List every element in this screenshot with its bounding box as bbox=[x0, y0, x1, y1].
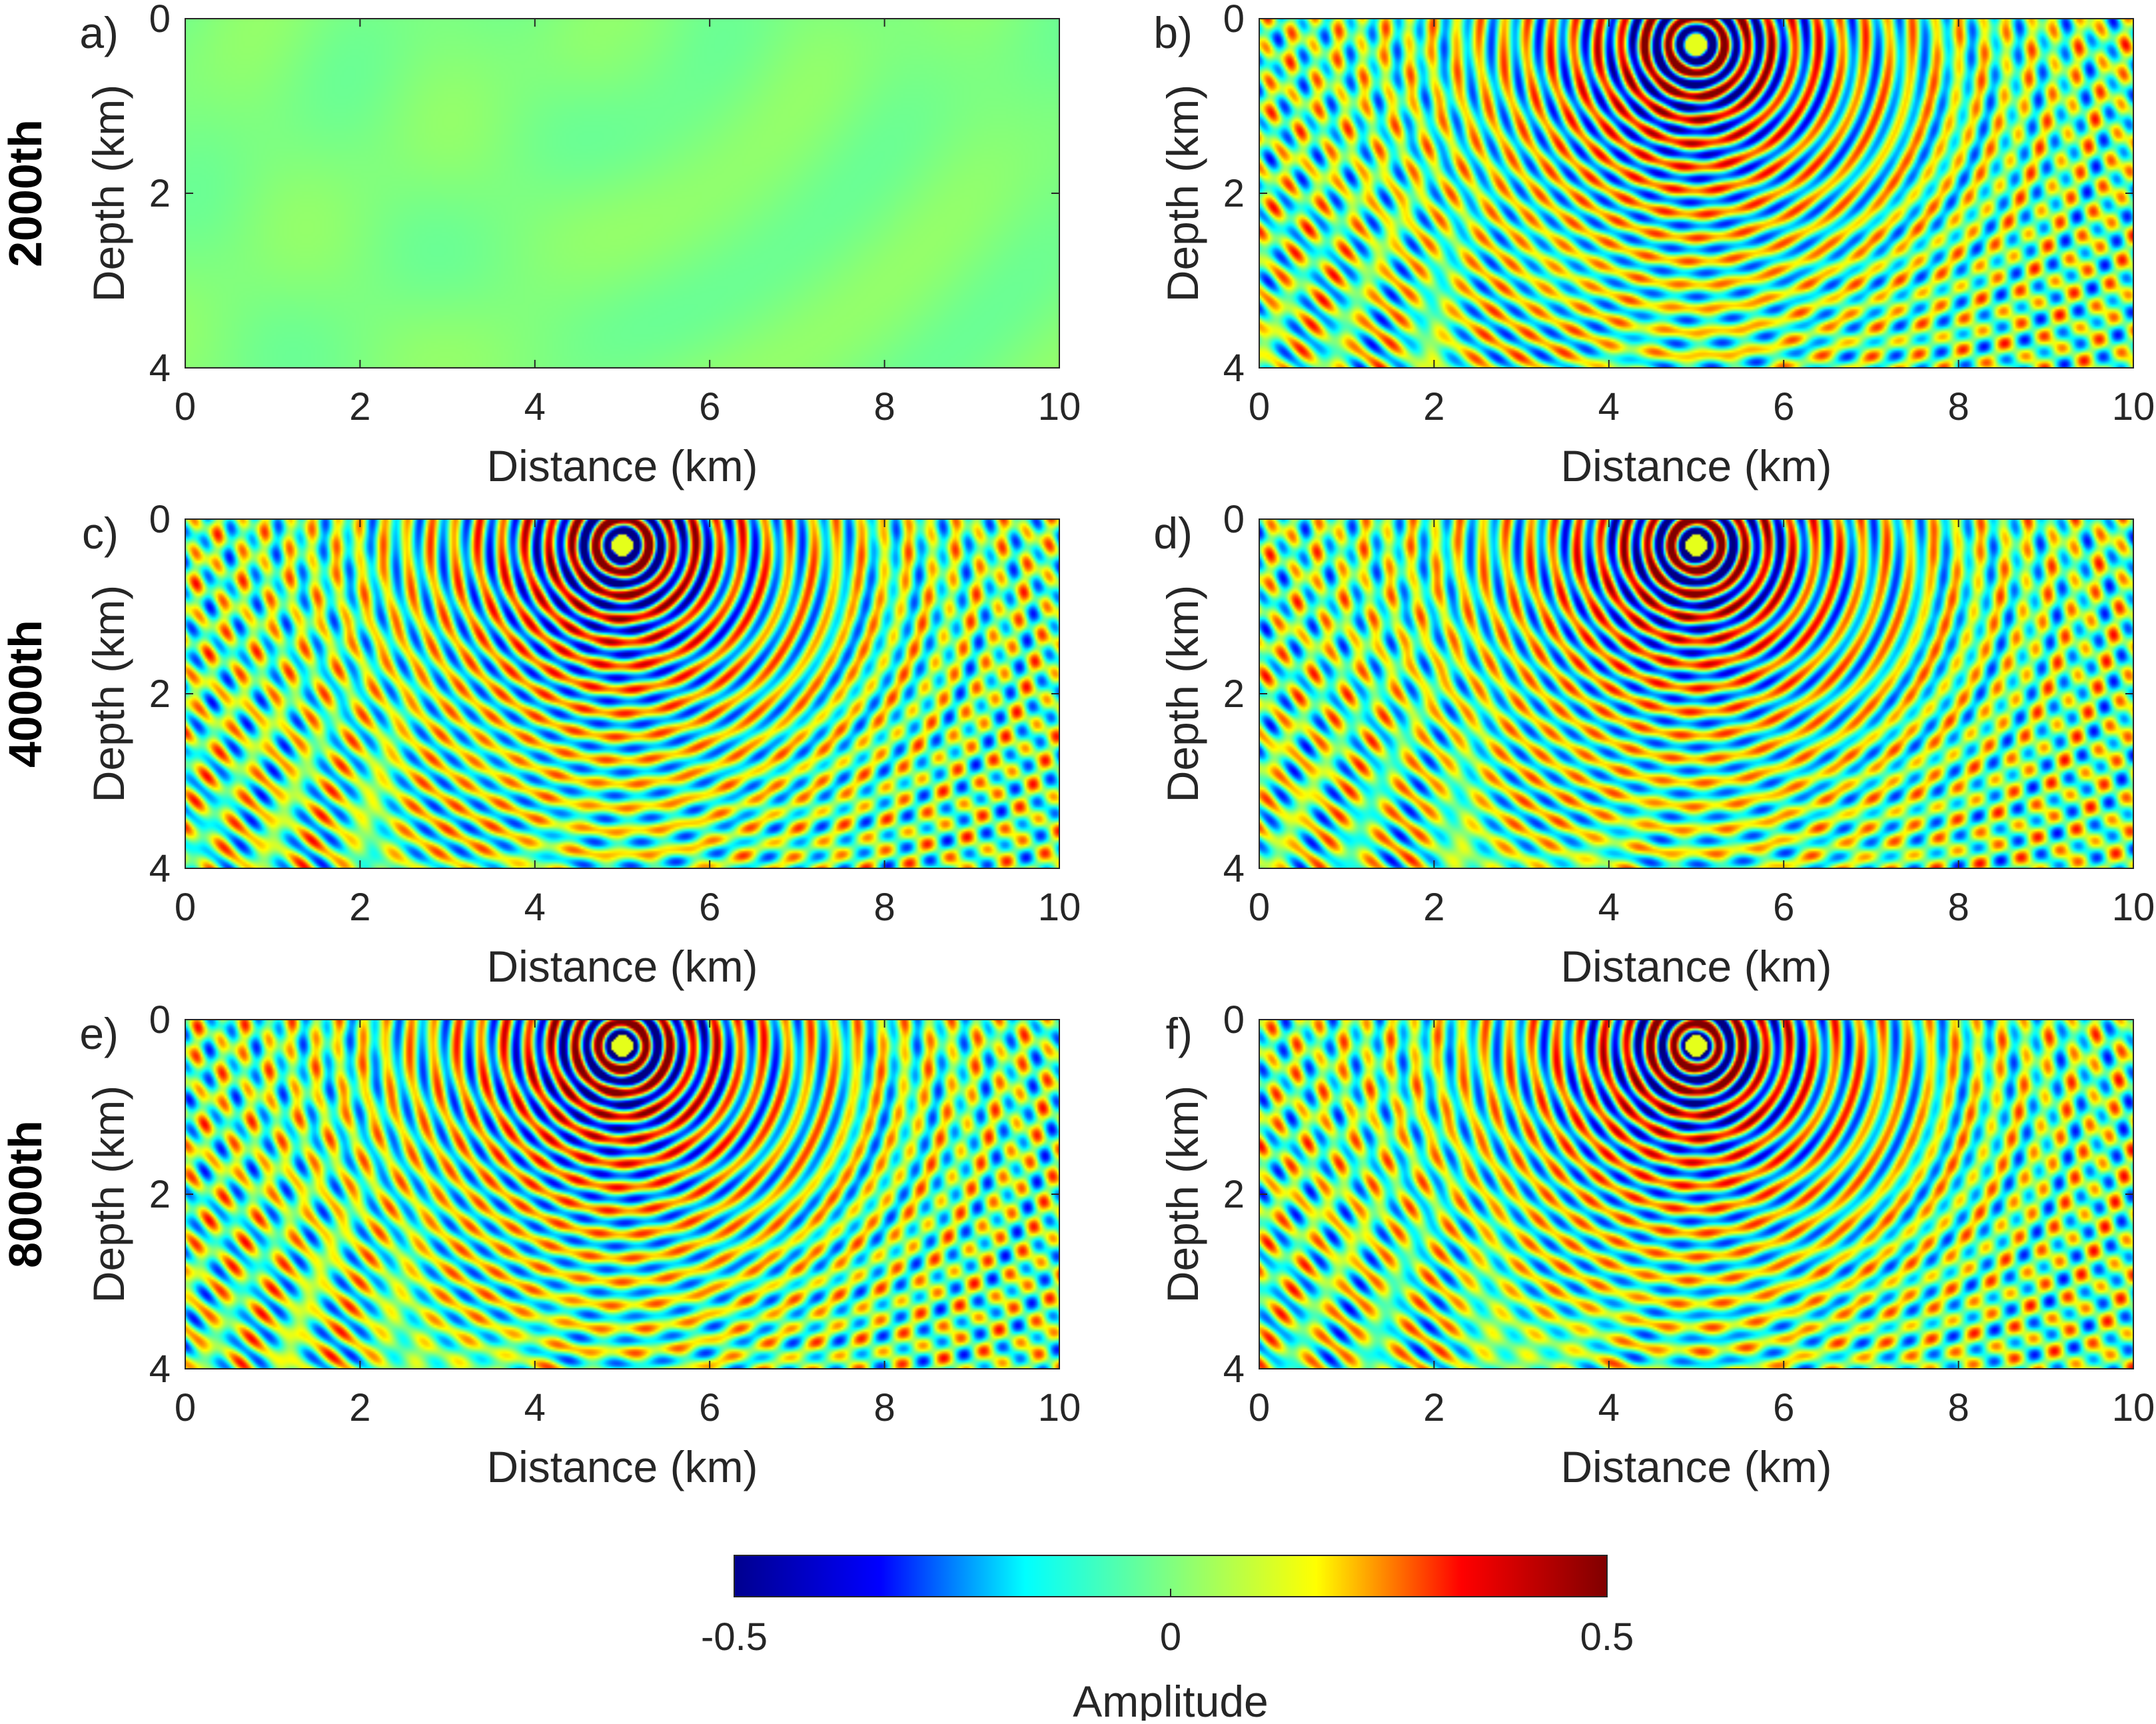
x-tick-label: 0 bbox=[175, 1386, 196, 1429]
x-tick-label: 2 bbox=[349, 385, 370, 429]
panel-label-b: b) bbox=[1153, 8, 1193, 57]
x-tick-label: 6 bbox=[1773, 385, 1794, 429]
x-tick-label: 10 bbox=[1038, 385, 1081, 429]
x-tick-label: 4 bbox=[524, 385, 546, 429]
x-tick-label: 4 bbox=[524, 886, 546, 929]
x-tick-label: 8 bbox=[1947, 1386, 1969, 1429]
x-tick-label: 10 bbox=[1038, 886, 1081, 929]
panel-label-c: c) bbox=[82, 508, 119, 558]
heatmap-f bbox=[1259, 1020, 2133, 1369]
x-tick-label: 10 bbox=[2112, 1386, 2155, 1429]
x-tick-label: 0 bbox=[1249, 1386, 1270, 1429]
x-tick-label: 2 bbox=[349, 1386, 370, 1429]
x-axis-label: Distance (km) bbox=[486, 942, 758, 991]
x-tick-label: 0 bbox=[175, 385, 196, 429]
heatmap-c bbox=[185, 519, 1059, 868]
x-tick-label: 8 bbox=[873, 1386, 895, 1429]
heatmap-b bbox=[1259, 19, 2133, 368]
x-tick-label: 4 bbox=[524, 1386, 546, 1429]
panel-f: 0 2 4 6 8 10 0 2 4 Distance (km) Depth (km) f) bbox=[1158, 998, 2155, 1491]
panel-label-a: a) bbox=[79, 8, 119, 57]
y-tick-label: 0 bbox=[1223, 998, 1245, 1042]
y-tick-label: 2 bbox=[149, 1173, 171, 1216]
x-tick-label: 0 bbox=[1249, 886, 1270, 929]
y-tick-label: 4 bbox=[149, 347, 171, 390]
y-tick-label: 4 bbox=[1223, 1347, 1245, 1391]
x-tick-label: 6 bbox=[699, 385, 720, 429]
x-tick-label: 6 bbox=[699, 886, 720, 929]
heatmap-d bbox=[1259, 519, 2133, 868]
row-label: 8000th bbox=[0, 1120, 51, 1268]
x-tick-label: 4 bbox=[1598, 385, 1620, 429]
panel-e: 0 2 4 6 8 10 0 2 4 Distance (km) Depth (km) e) 8000t… bbox=[0, 998, 1081, 1491]
x-tick-label: 4 bbox=[1598, 886, 1620, 929]
y-axis-label: Depth (km) bbox=[1158, 85, 1207, 302]
y-tick-label: 4 bbox=[1223, 847, 1245, 890]
panel-d: 0 2 4 6 8 10 0 2 4 Distance (km) Depth (km) d) bbox=[1153, 498, 2155, 991]
colorbar: -0.5 0 0.5 Amplitude bbox=[701, 1555, 1634, 1724]
panel-label-d: d) bbox=[1153, 508, 1193, 558]
colorbar-gradient bbox=[734, 1555, 1608, 1597]
y-tick-label: 4 bbox=[149, 1347, 171, 1391]
colorbar-tick-label: 0.5 bbox=[1580, 1615, 1634, 1659]
y-tick-label: 0 bbox=[149, 0, 171, 41]
x-tick-label: 8 bbox=[1947, 385, 1969, 429]
panel-c: 0 2 4 6 8 10 0 2 4 Distance (km) Depth (km) c) 4000t… bbox=[0, 498, 1081, 991]
y-tick-label: 2 bbox=[1223, 172, 1245, 215]
x-tick-label: 0 bbox=[1249, 385, 1270, 429]
x-tick-label: 2 bbox=[1423, 886, 1444, 929]
row-label: 2000th bbox=[0, 119, 51, 267]
x-axis-label: Distance (km) bbox=[1560, 441, 1832, 490]
y-axis-label: Depth (km) bbox=[84, 85, 133, 302]
panel-a: 0 2 4 6 8 10 0 2 4 Distance (km) Depth (km) a) 2000t… bbox=[0, 0, 1081, 490]
y-tick-label: 0 bbox=[149, 498, 171, 541]
y-axis-label: Depth (km) bbox=[1158, 1086, 1207, 1303]
x-tick-label: 10 bbox=[2112, 886, 2155, 929]
y-axis-label: Depth (km) bbox=[84, 1086, 133, 1303]
x-tick-label: 10 bbox=[1038, 1386, 1081, 1429]
y-tick-label: 4 bbox=[1223, 347, 1245, 390]
row-label: 4000th bbox=[0, 620, 51, 768]
x-tick-label: 2 bbox=[1423, 385, 1444, 429]
y-axis-label: Depth (km) bbox=[1158, 585, 1207, 802]
x-tick-label: 8 bbox=[873, 385, 895, 429]
y-tick-label: 2 bbox=[1223, 672, 1245, 716]
y-axis-label: Depth (km) bbox=[84, 585, 133, 802]
x-tick-label: 2 bbox=[349, 886, 370, 929]
colorbar-tick-label: -0.5 bbox=[701, 1615, 768, 1659]
heatmap-a bbox=[185, 19, 1059, 368]
panel-label-e: e) bbox=[79, 1009, 119, 1058]
panel-b: 0 2 4 6 8 10 0 2 4 Distance (km) Depth (km) b) bbox=[1153, 0, 2155, 490]
colorbar-tick-label: 0 bbox=[1160, 1615, 1181, 1659]
heatmap-e bbox=[185, 1020, 1059, 1369]
x-axis-label: Distance (km) bbox=[486, 1442, 758, 1491]
x-tick-label: 8 bbox=[1947, 886, 1969, 929]
x-tick-label: 4 bbox=[1598, 1386, 1620, 1429]
colorbar-label: Amplitude bbox=[1073, 1677, 1269, 1721]
y-tick-label: 0 bbox=[1223, 0, 1245, 41]
x-tick-label: 6 bbox=[1773, 886, 1794, 929]
x-tick-label: 10 bbox=[2112, 385, 2155, 429]
x-axis-label: Distance (km) bbox=[486, 441, 758, 490]
y-tick-label: 0 bbox=[1223, 498, 1245, 541]
x-tick-label: 6 bbox=[1773, 1386, 1794, 1429]
x-tick-label: 0 bbox=[175, 886, 196, 929]
x-axis-label: Distance (km) bbox=[1560, 942, 1832, 991]
y-tick-label: 0 bbox=[149, 998, 171, 1042]
x-tick-label: 2 bbox=[1423, 1386, 1444, 1429]
panel-label-f: f) bbox=[1166, 1009, 1193, 1058]
x-axis-label: Distance (km) bbox=[1560, 1442, 1832, 1491]
y-tick-label: 4 bbox=[149, 847, 171, 890]
x-tick-label: 6 bbox=[699, 1386, 720, 1429]
y-tick-label: 2 bbox=[149, 172, 171, 215]
x-tick-label: 8 bbox=[873, 886, 895, 929]
y-tick-label: 2 bbox=[149, 672, 171, 716]
y-tick-label: 2 bbox=[1223, 1173, 1245, 1216]
